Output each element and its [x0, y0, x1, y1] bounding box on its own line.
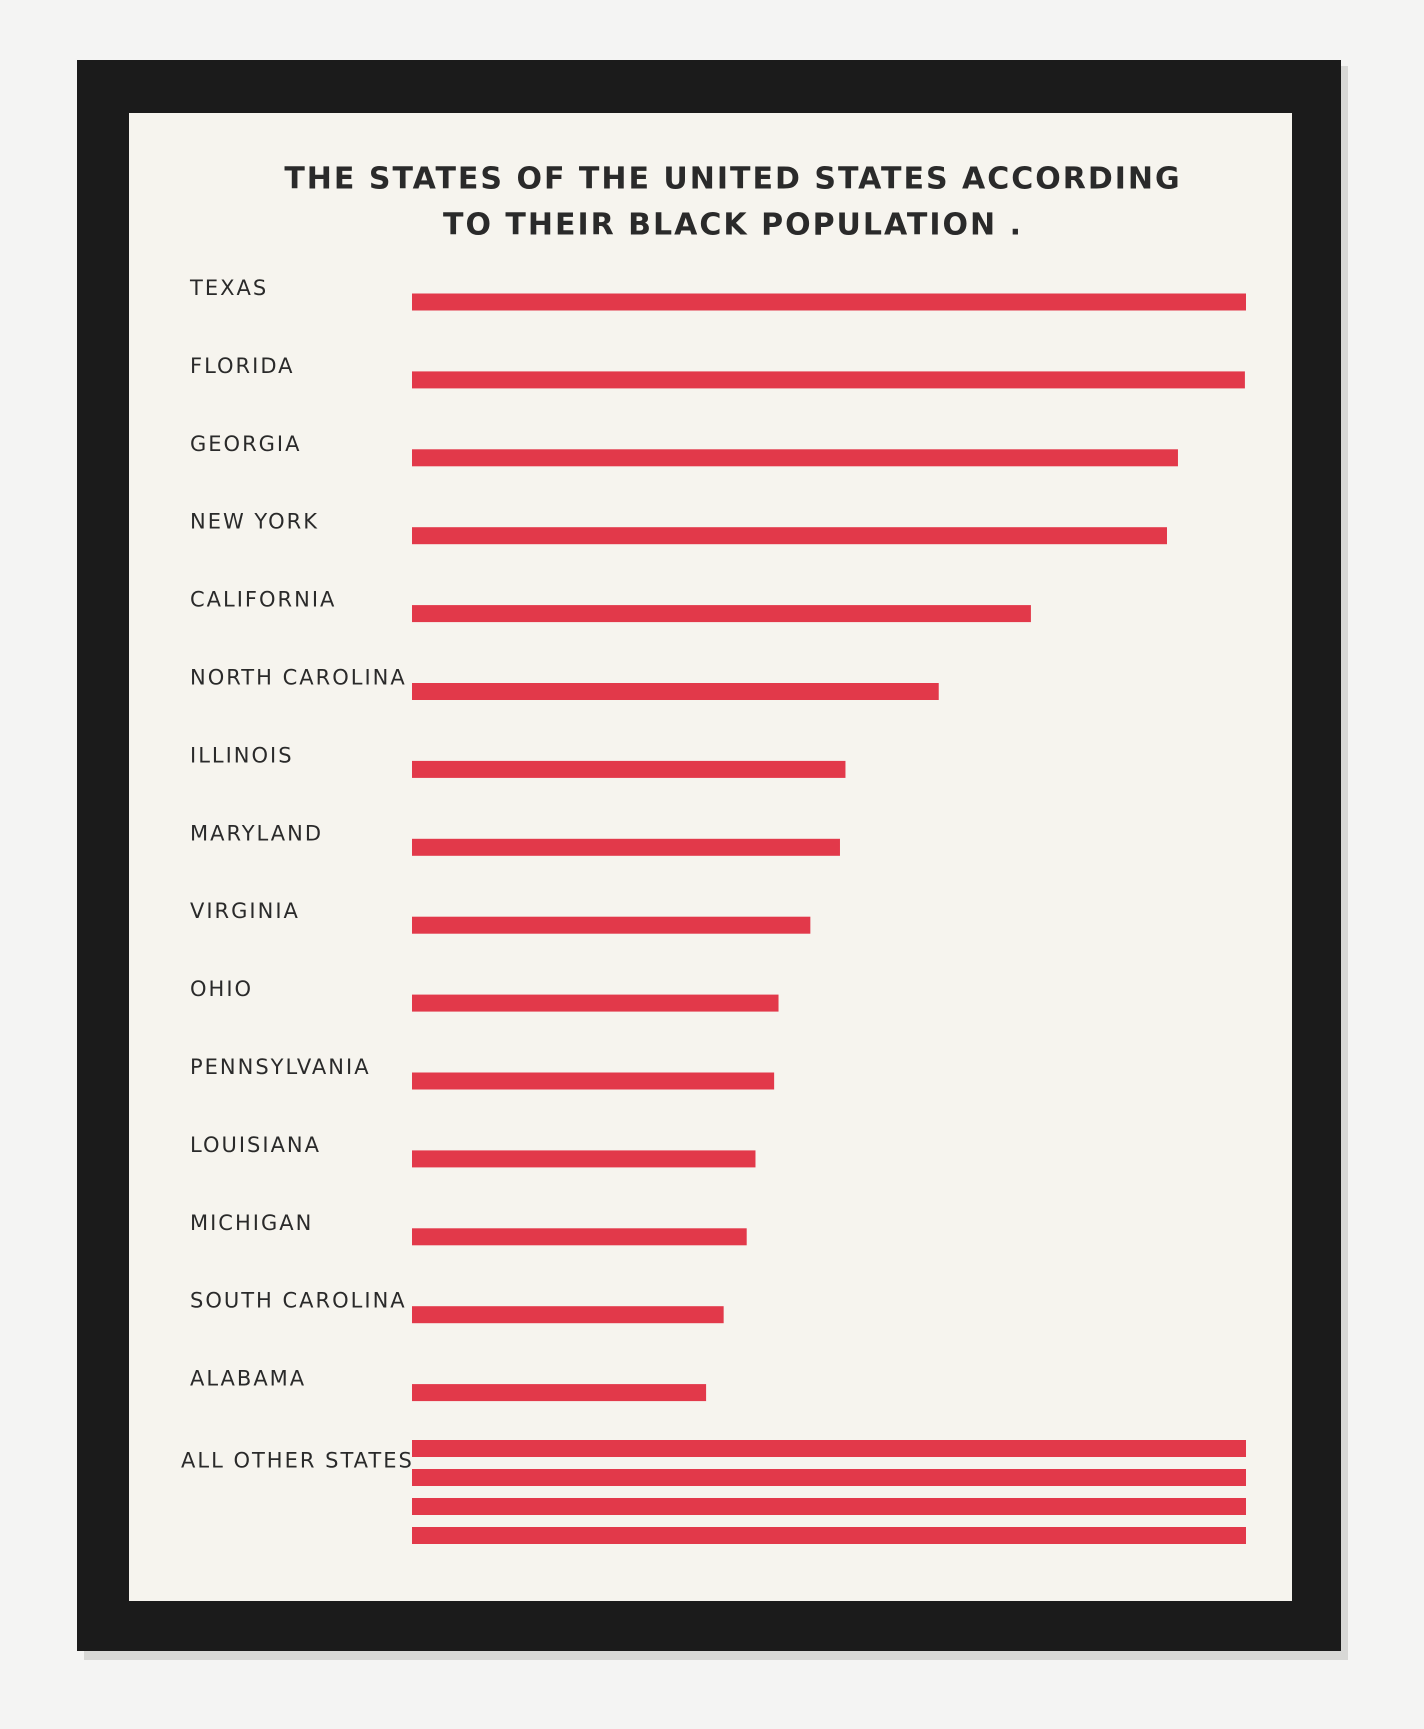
category-label: MICHIGAN — [190, 1211, 313, 1235]
category-label: ALL OTHER STATES — [181, 1449, 414, 1473]
bar — [412, 1228, 747, 1246]
bar — [412, 449, 1178, 467]
bar — [412, 1440, 1246, 1457]
bar — [412, 1072, 775, 1090]
category-label: FLORIDA — [190, 354, 295, 378]
category-label: NEW YORK — [190, 510, 319, 534]
category-label: LOUISIANA — [190, 1133, 321, 1157]
category-label: PENNSYLVANIA — [190, 1055, 371, 1079]
bar — [412, 1469, 1246, 1486]
bar — [412, 683, 939, 700]
category-label: SOUTH CAROLINA — [190, 1289, 407, 1313]
bar — [412, 994, 779, 1012]
paper — [129, 113, 1292, 1601]
bar — [412, 1527, 1246, 1544]
bar — [412, 838, 840, 856]
chart-title: THE STATES OF THE UNITED STATES ACCORDIN… — [284, 162, 1181, 197]
bar — [412, 605, 1031, 623]
category-label: CALIFORNIA — [190, 588, 336, 612]
bar — [412, 916, 811, 934]
bar — [412, 371, 1245, 389]
category-label: ILLINOIS — [190, 743, 294, 767]
category-label: MARYLAND — [190, 821, 323, 845]
category-label: GEORGIA — [190, 432, 302, 456]
category-label: ALABAMA — [190, 1367, 306, 1391]
bar — [412, 1306, 724, 1324]
bar — [412, 1498, 1246, 1515]
chart-title: TO THEIR BLACK POPULATION . — [443, 208, 1023, 243]
bar — [412, 527, 1167, 545]
category-label: VIRGINIA — [190, 899, 300, 923]
bar — [412, 1150, 756, 1168]
bar — [412, 1384, 707, 1402]
bar — [412, 293, 1246, 311]
category-label: OHIO — [190, 977, 253, 1001]
bar — [412, 760, 846, 778]
category-label: TEXAS — [189, 276, 268, 300]
category-label: NORTH CAROLINA — [190, 666, 407, 690]
